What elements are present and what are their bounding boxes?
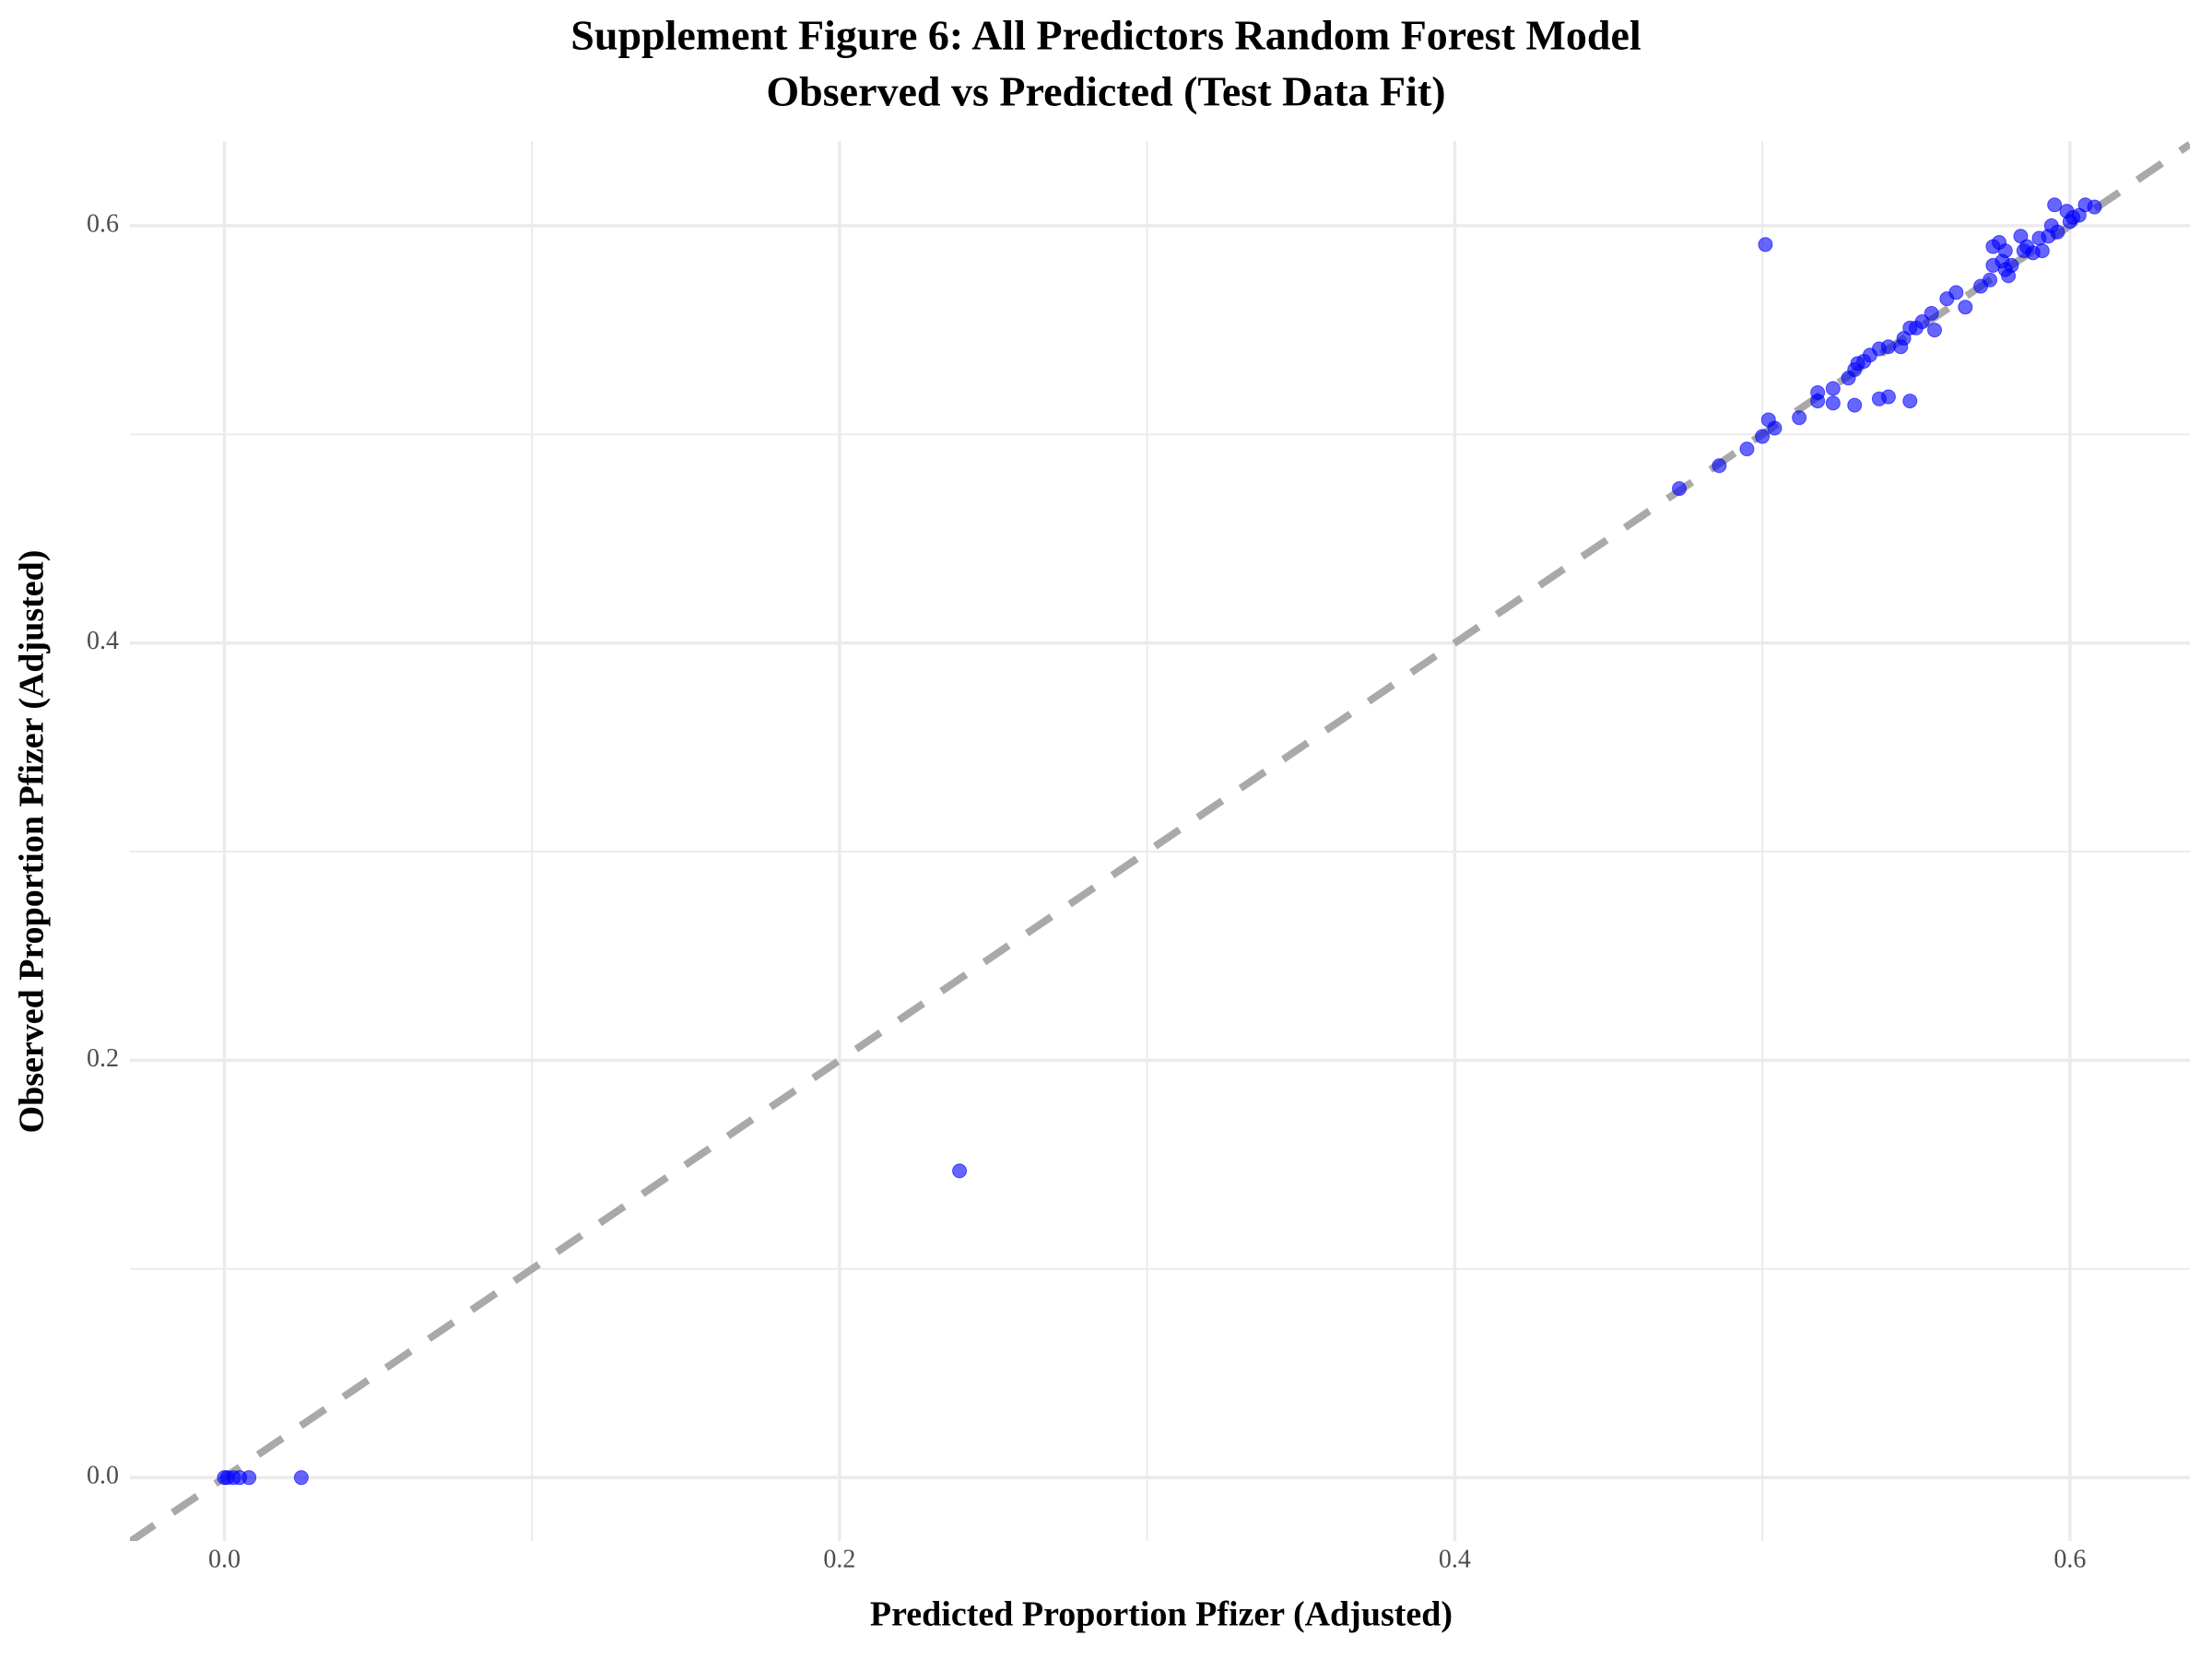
scatter-point (1825, 381, 1841, 396)
scatter-point (1810, 385, 1826, 401)
scatter-point (1880, 389, 1896, 405)
chart-title: Supplement Figure 6: All Predictors Rand… (571, 12, 1641, 59)
plot-area (130, 141, 2190, 1541)
y-tick-label: 0.0 (87, 1462, 119, 1490)
ticks: 0.0 0.2 0.4 0.6 0.0 0.2 0.4 0.6 (87, 209, 2086, 1573)
grid (130, 141, 2190, 1541)
scatter-point (1847, 397, 1863, 413)
scatter-point (1948, 285, 1964, 300)
scatter-point (1758, 237, 1773, 253)
x-tick-label: 0.0 (208, 1545, 241, 1573)
scatter-point (1792, 410, 1807, 426)
scatter-point (2050, 224, 2065, 240)
scatter-point (1767, 420, 1783, 436)
scatter-point (1825, 395, 1841, 411)
scatter-point (1927, 323, 1943, 338)
scatter-point (1983, 272, 1998, 288)
scatter-point (2047, 197, 2063, 213)
scatter-point (2087, 199, 2102, 215)
y-axis-label: Observed Proportion Pfizer (Adjusted) (13, 550, 52, 1134)
x-tick-label: 0.2 (823, 1545, 855, 1573)
scatter-point (1902, 394, 1918, 409)
scatter-point (1924, 305, 1939, 321)
scatter-point (1914, 314, 1930, 330)
scatter-point (293, 1470, 309, 1486)
scatter-point (1672, 481, 1688, 497)
scatter-point (2034, 243, 2050, 259)
x-axis-label: Predicted Proportion Pfizer (Adjusted) (870, 1595, 1453, 1634)
scatter-point (1997, 243, 2013, 259)
scatter-point (1755, 429, 1771, 444)
y-tick-label: 0.4 (87, 627, 119, 655)
scatter-point (2001, 268, 2017, 284)
y-tick-label: 0.6 (87, 209, 119, 238)
x-tick-label: 0.6 (2053, 1545, 2086, 1573)
scatter-point (241, 1470, 257, 1486)
y-tick-label: 0.2 (87, 1044, 119, 1073)
scatter-point (1712, 458, 1727, 474)
scatter-point (1880, 339, 1896, 355)
scatter-point (1739, 441, 1755, 457)
scatter-point (1958, 300, 1973, 315)
x-tick-label: 0.4 (1439, 1545, 1471, 1573)
scatter-point (952, 1163, 968, 1179)
chart-subtitle: Observed vs Predicted (Test Data Fit) (766, 68, 1445, 115)
